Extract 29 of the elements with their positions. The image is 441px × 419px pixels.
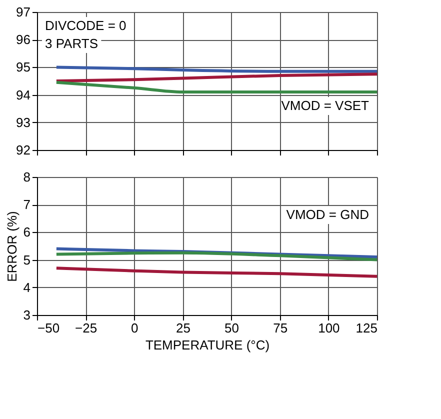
y-tick-label: 95 — [16, 60, 30, 75]
y-axis-title: ERROR (%) — [4, 211, 20, 282]
x-tick-label: 125 — [356, 320, 378, 336]
y-tick-label: 92 — [16, 142, 30, 158]
annotation: 3 PARTS — [45, 36, 98, 51]
annotation: VMOD = GND — [286, 207, 369, 222]
y-tick-label: 97 — [16, 4, 30, 20]
y-tick-label: 4 — [23, 280, 30, 295]
x-tick-label: 100 — [318, 320, 340, 336]
x-tick-label: −50 — [38, 320, 60, 336]
annotation: DIVCODE = 0 — [45, 18, 126, 33]
line-series — [54, 266, 378, 278]
y-tick-label: 3 — [23, 308, 30, 322]
x-tick-label: 0 — [131, 320, 138, 336]
line-series — [54, 251, 378, 262]
x-tick-label: 25 — [176, 320, 190, 336]
y-tick-label: 7 — [23, 197, 30, 212]
y-tick-label: 5 — [23, 252, 30, 268]
annotation: VMOD = VSET — [281, 98, 370, 113]
x-axis-title: TEMPERATURE (°C) — [145, 338, 270, 352]
x-tick-label: 75 — [273, 320, 288, 336]
y-tick-label: 96 — [16, 32, 30, 48]
y-tick-label: 94 — [16, 87, 30, 102]
x-tick-label: 50 — [224, 320, 240, 336]
y-tick-label: 6 — [23, 224, 30, 240]
x-tick-label: −25 — [75, 320, 98, 336]
y-tick-label: 8 — [23, 170, 30, 184]
y-tick-label: 93 — [16, 114, 30, 130]
line-series — [54, 72, 378, 82]
